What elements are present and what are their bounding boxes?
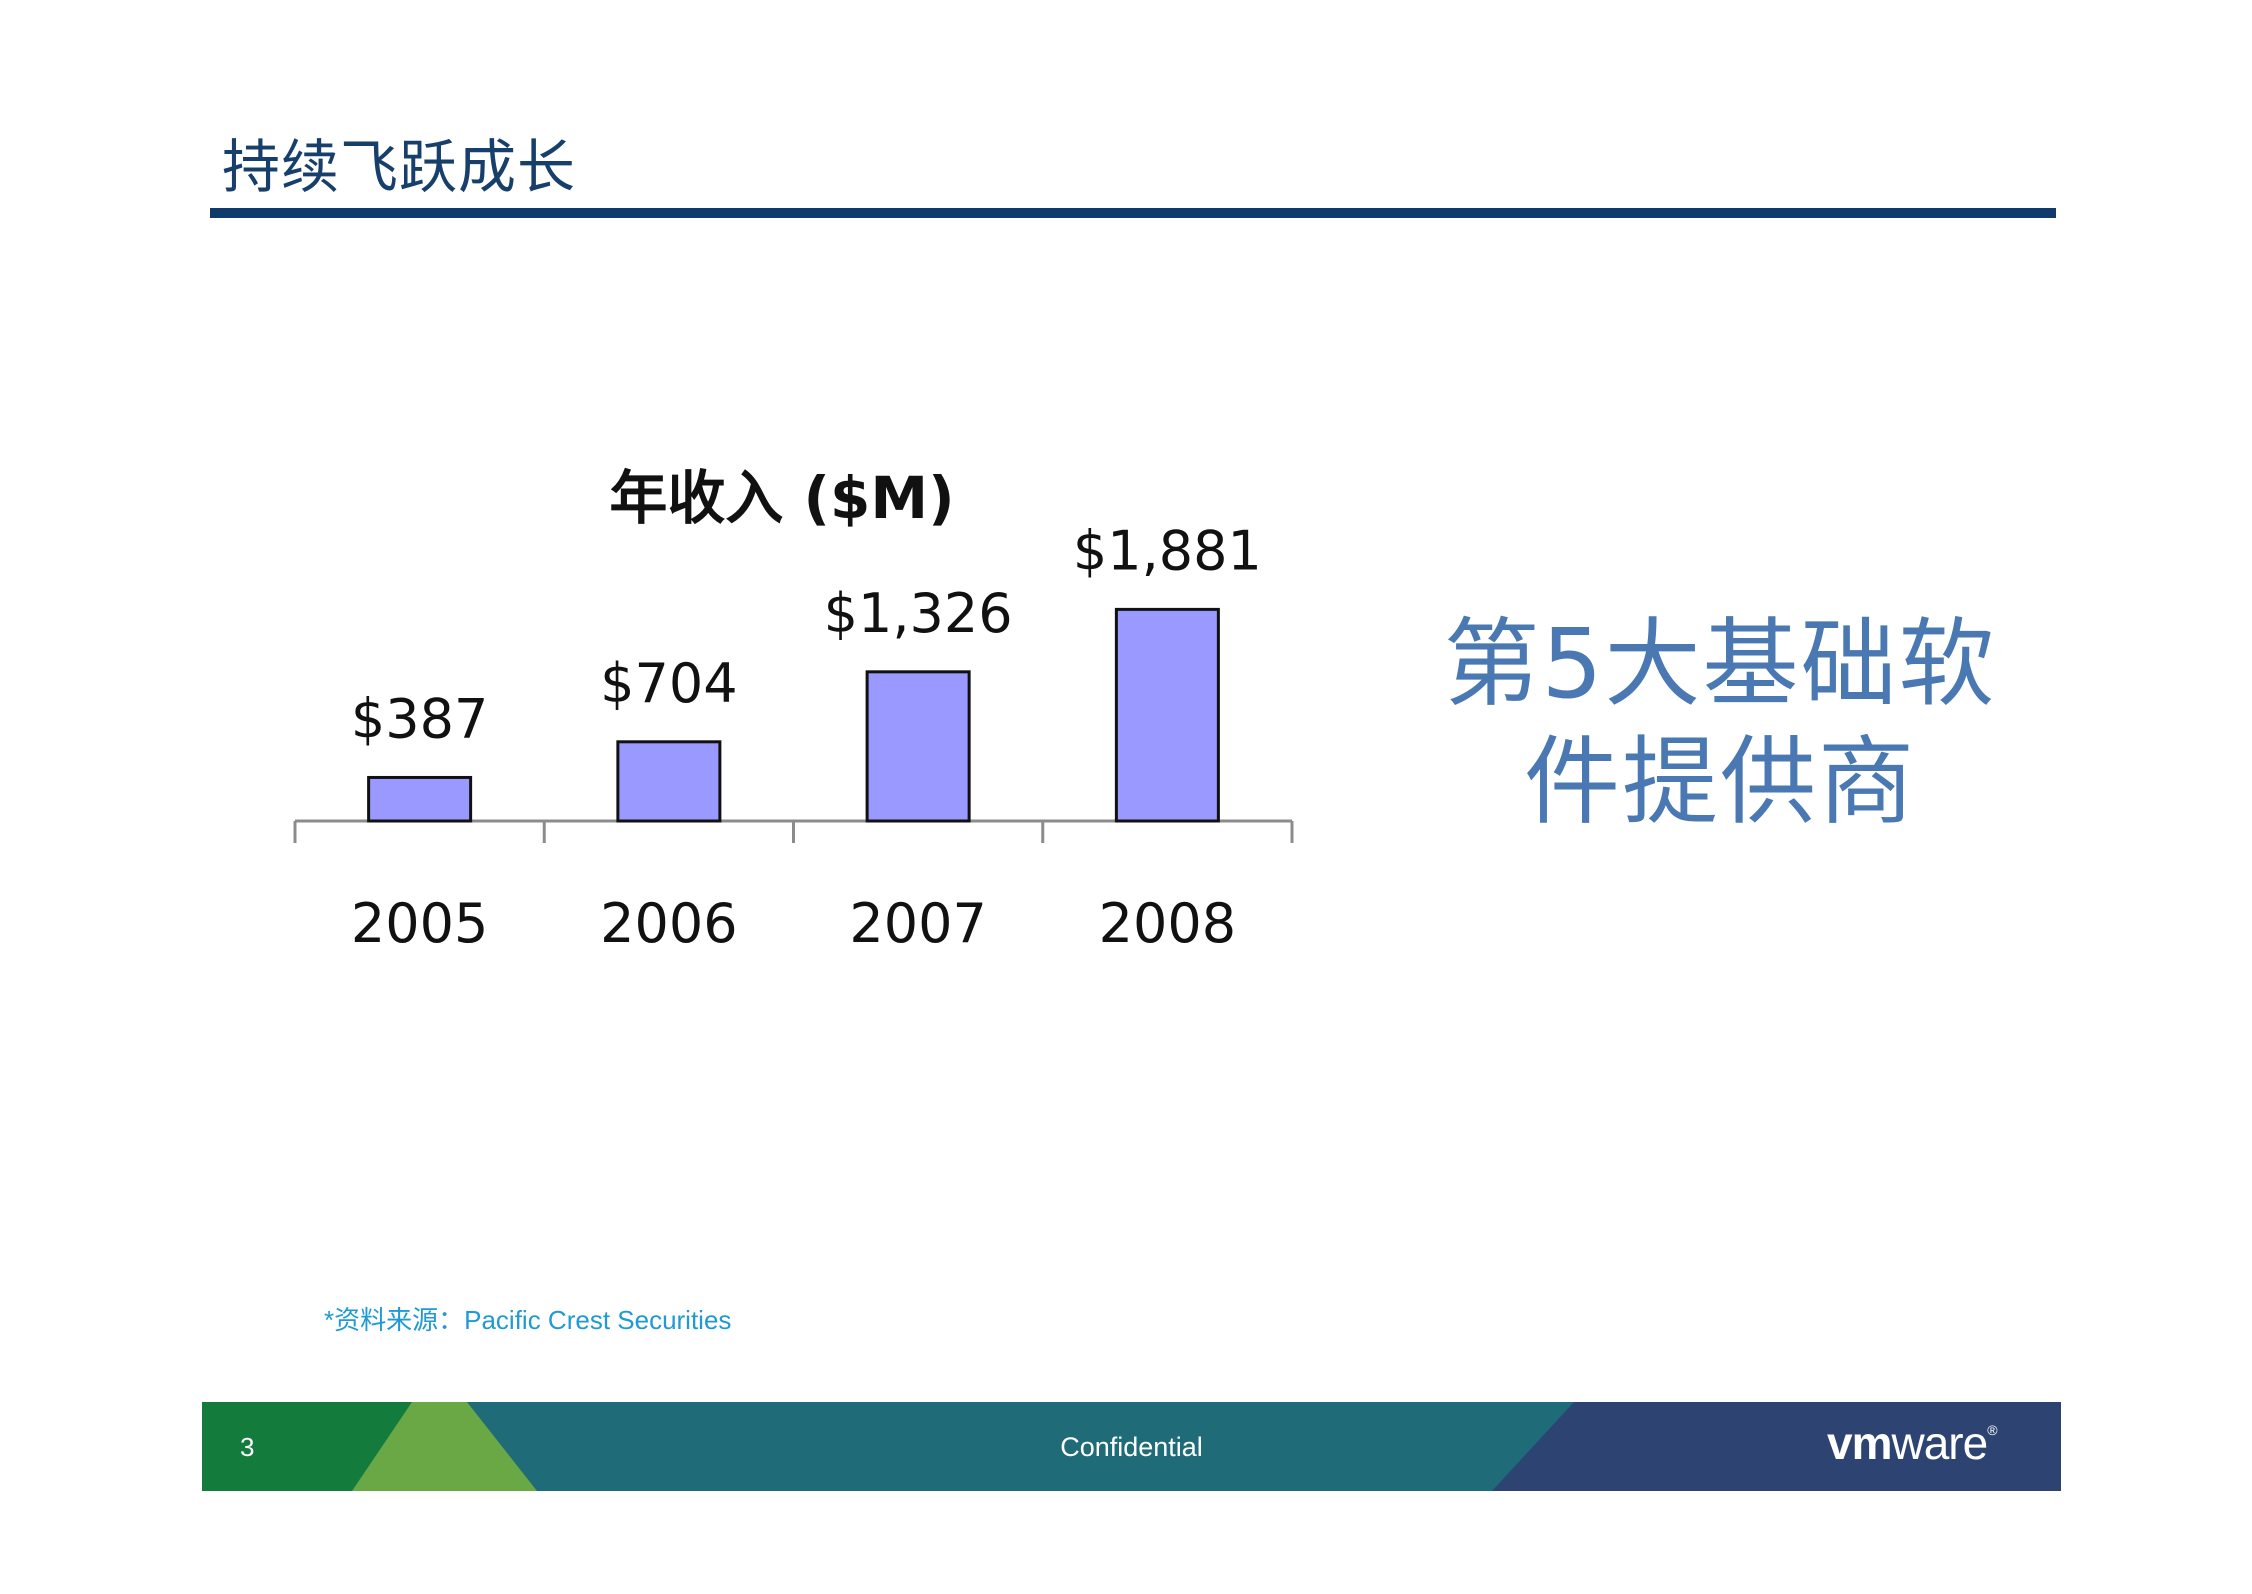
tagline-line-2: 件提供商 — [1400, 723, 2040, 841]
logo-ware: ware — [1891, 1417, 1987, 1469]
tick-label-2008: 2008 — [1099, 892, 1236, 955]
data-label-2005: $387 — [351, 687, 488, 750]
tagline-line-1: 第5大基础软 — [1400, 605, 2040, 723]
footer-bar: 3 Confidential vmware® — [202, 1402, 2061, 1491]
tagline: 第5大基础软 件提供商 — [1400, 605, 2040, 841]
logo-vm: vm — [1827, 1417, 1891, 1469]
bar-2005 — [369, 777, 471, 821]
data-label-2006: $704 — [600, 652, 737, 715]
data-label-2007: $1,326 — [824, 582, 1013, 645]
confidential-label: Confidential — [202, 1432, 2061, 1463]
chart-title: 年收入 ($M) — [609, 464, 954, 532]
bar-2008 — [1116, 609, 1218, 821]
source-note: *资料来源：Pacific Crest Securities — [324, 1300, 731, 1337]
vmware-logo: vmware® — [1827, 1416, 1997, 1470]
data-label-2008: $1,881 — [1073, 519, 1262, 582]
tick-label-2005: 2005 — [351, 892, 488, 955]
tick-label-2007: 2007 — [849, 892, 986, 955]
tick-label-2006: 2006 — [600, 892, 737, 955]
bar-2007 — [867, 672, 969, 821]
bar-2006 — [618, 742, 720, 821]
